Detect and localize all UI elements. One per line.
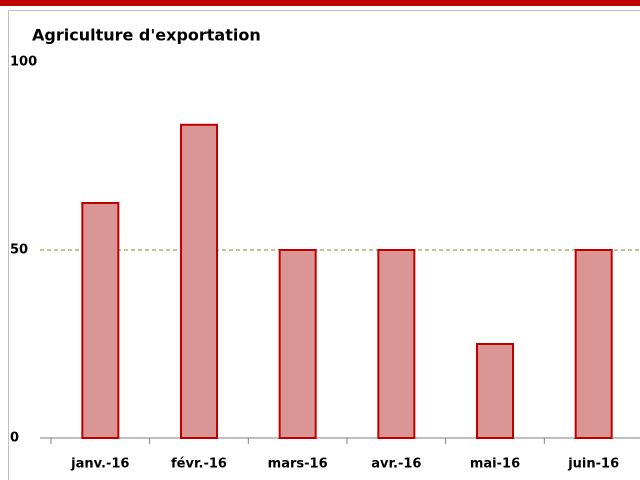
top-band: [0, 0, 640, 6]
chart-frame: [8, 10, 640, 480]
chart-title: Agriculture d'exportation: [32, 26, 261, 45]
bar: [180, 123, 218, 440]
bar: [81, 202, 120, 439]
y-tick-label: 0: [10, 431, 19, 446]
x-tick-label: avr.-16: [371, 457, 421, 472]
bar: [574, 249, 613, 439]
y-tick-label: 50: [10, 243, 28, 258]
y-tick-label: 100: [10, 55, 37, 70]
x-tick-label: mars-16: [268, 457, 328, 472]
x-tick-label: mai-16: [470, 457, 520, 472]
x-tick-label: févr.-16: [171, 457, 227, 472]
bar: [377, 249, 416, 439]
bar: [278, 249, 317, 439]
x-tick-label: janv.-16: [70, 457, 129, 472]
x-tick-label: juin-16: [567, 457, 619, 472]
bar: [476, 343, 514, 439]
